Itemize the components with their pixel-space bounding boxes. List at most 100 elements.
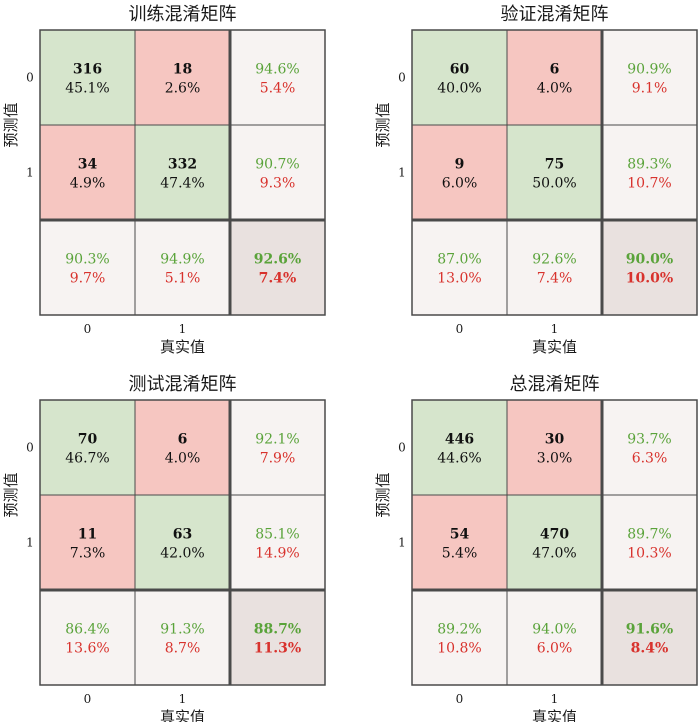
confusion-matrix-panel: 训练混淆矩阵 316 45.1% 18 2.6% 34 4.9% 332 47.4% 94.6% 5…: [2, 4, 326, 356]
x-tick-label: 1: [551, 322, 559, 336]
summary-cell: [39, 589, 136, 686]
summary-cell: [601, 399, 698, 496]
x-axis-label: 真实值: [160, 708, 205, 722]
cell-count-label: 34: [78, 157, 98, 173]
row-precision-label: 90.7%: [255, 157, 299, 173]
summary-cell: [506, 219, 603, 316]
misclassified-cell: [506, 399, 603, 496]
misclassified-cell: [39, 124, 136, 221]
confusion-matrix-panel: 总混淆矩阵 446 44.6% 30 3.0% 54 5.4% 470 47.0% 93.7% 6.…: [374, 374, 698, 722]
x-tick-label: 1: [179, 692, 187, 706]
cell-percent-label: 40.0%: [437, 81, 481, 97]
cell-count-label: 9: [455, 157, 465, 173]
y-tick-label: 0: [26, 441, 34, 455]
summary-cell: [229, 494, 326, 591]
y-tick-label: 0: [398, 441, 406, 455]
misclassified-cell: [411, 494, 508, 591]
cell-percent-label: 6.0%: [442, 176, 478, 192]
x-axis-label: 真实值: [532, 338, 577, 356]
row-precision-label: 90.9%: [627, 62, 671, 78]
cell-count-label: 332: [168, 157, 197, 173]
cell-count-label: 54: [450, 527, 470, 543]
correct-cell: [134, 494, 231, 591]
row-error-label: 9.1%: [632, 81, 668, 97]
confusion-matrix-panel: 验证混淆矩阵 60 40.0% 6 4.0% 9 6.0% 75 50.0% 90.9% 9.1% 8…: [374, 4, 698, 356]
summary-cell: [229, 124, 326, 221]
cell-percent-label: 47.0%: [532, 546, 576, 562]
y-tick-label: 0: [26, 71, 34, 85]
overall-accuracy-label: 90.0%: [626, 252, 673, 268]
summary-cell: [411, 589, 508, 686]
cell-percent-label: 2.6%: [165, 81, 201, 97]
cell-count-label: 75: [545, 157, 564, 173]
cell-count-label: 63: [173, 527, 192, 543]
column-error-label: 13.6%: [65, 641, 109, 657]
x-tick-label: 0: [456, 322, 464, 336]
column-recall-label: 92.6%: [532, 252, 576, 268]
column-error-label: 10.8%: [437, 641, 481, 657]
cell-percent-label: 47.4%: [160, 176, 204, 192]
chart-title: 训练混淆矩阵: [129, 4, 237, 25]
column-error-label: 7.4%: [537, 271, 573, 287]
overall-error-label: 10.0%: [626, 271, 673, 287]
column-error-label: 13.0%: [437, 271, 481, 287]
cell-count-label: 11: [78, 527, 97, 543]
row-error-label: 9.3%: [260, 176, 296, 192]
summary-cell: [229, 29, 326, 126]
column-recall-label: 89.2%: [437, 622, 481, 638]
correct-cell: [506, 494, 603, 591]
cell-count-label: 60: [450, 62, 470, 78]
row-precision-label: 85.1%: [255, 527, 299, 543]
misclassified-cell: [134, 399, 231, 496]
y-axis-label: 预测值: [374, 102, 392, 147]
row-error-label: 10.3%: [627, 546, 671, 562]
column-recall-label: 91.3%: [160, 622, 204, 638]
correct-cell: [506, 124, 603, 221]
column-recall-label: 87.0%: [437, 252, 481, 268]
summary-cell: [601, 124, 698, 221]
column-error-label: 8.7%: [165, 641, 201, 657]
column-recall-label: 94.9%: [160, 252, 204, 268]
cell-count-label: 70: [78, 432, 98, 448]
cell-count-label: 18: [173, 62, 192, 78]
cell-percent-label: 50.0%: [532, 176, 576, 192]
misclassified-cell: [506, 29, 603, 126]
x-tick-label: 0: [456, 692, 464, 706]
overall-accuracy-cell: [229, 589, 326, 686]
row-error-label: 5.4%: [260, 81, 296, 97]
summary-cell: [229, 399, 326, 496]
row-error-label: 10.7%: [627, 176, 671, 192]
overall-error-label: 8.4%: [631, 641, 669, 657]
misclassified-cell: [134, 29, 231, 126]
column-error-label: 5.1%: [165, 271, 201, 287]
cell-count-label: 30: [545, 432, 565, 448]
x-axis-label: 真实值: [160, 338, 205, 356]
row-precision-label: 89.3%: [627, 157, 671, 173]
matrix-border: [39, 399, 326, 686]
cell-count-label: 316: [73, 62, 102, 78]
confusion-matrix-panel: 测试混淆矩阵7046.7%64.0%117.3%6342.0%92.1%7.9%…: [2, 374, 326, 722]
matrix-border: [39, 29, 326, 316]
cell-percent-label: 42.0%: [160, 546, 204, 562]
chart-title: 验证混淆矩阵: [501, 4, 609, 25]
cell-percent-label: 4.9%: [70, 176, 106, 192]
column-recall-label: 94.0%: [532, 622, 576, 638]
x-tick-label: 0: [84, 692, 92, 706]
cell-count-label: 6: [178, 432, 188, 448]
summary-cell: [134, 589, 231, 686]
overall-accuracy-label: 92.6%: [254, 252, 301, 268]
overall-error-label: 11.3%: [254, 641, 301, 657]
y-axis-label: 预测值: [2, 102, 20, 147]
correct-cell: [134, 124, 231, 221]
y-tick-label: 1: [26, 166, 34, 180]
correct-cell: [411, 29, 508, 126]
correct-cell: [411, 399, 508, 496]
cell-percent-label: 3.0%: [537, 451, 573, 467]
x-tick-label: 1: [179, 322, 187, 336]
summary-cell: [411, 219, 508, 316]
correct-cell: [39, 29, 136, 126]
summary-cell: [601, 494, 698, 591]
row-precision-label: 94.6%: [255, 62, 299, 78]
overall-accuracy-cell: [601, 219, 698, 316]
